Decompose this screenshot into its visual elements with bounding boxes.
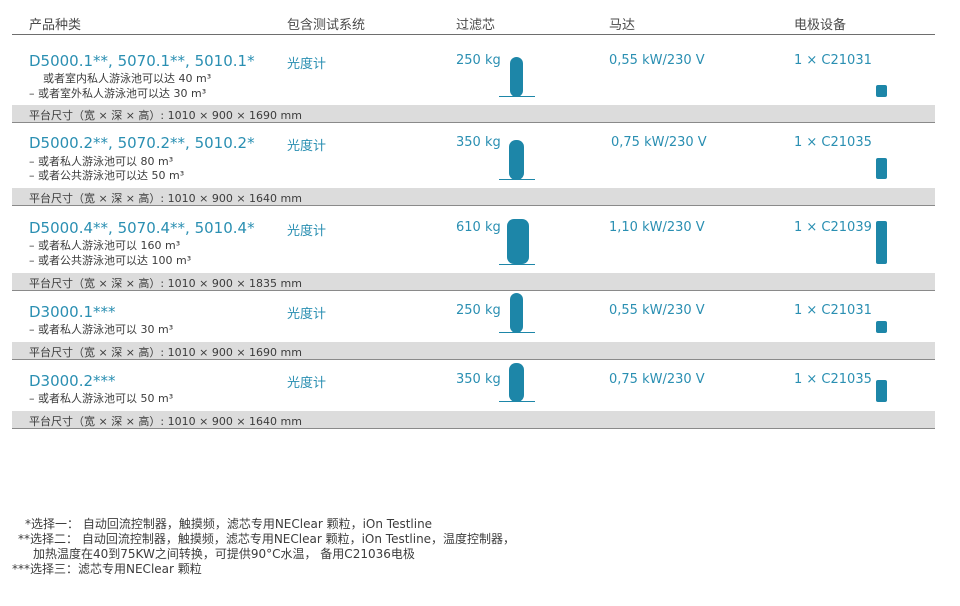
- dimensions-text: 平台尺寸（宽 × 深 × 高）: 1010 × 900 × 1640 mm: [29, 415, 302, 428]
- header-electrode: 电极设备: [794, 18, 847, 33]
- footnote-option-2-cont: 加热温度在40到75KW之间转换，可提供90°C水温， 备用C21036电极: [33, 547, 415, 561]
- electrode-model: 1 × C21031: [794, 53, 872, 68]
- measuring-system: 光度计: [287, 307, 327, 322]
- dimensions-text: 平台尺寸（宽 × 深 × 高）: 1010 × 900 × 1640 mm: [29, 192, 302, 205]
- electrode-cell-icon: [876, 321, 887, 333]
- model-name: D3000.2***: [29, 372, 116, 390]
- capacity-note: – 或者私人游泳池可以 30 m³: [29, 323, 174, 336]
- pump-power: 0,75 kW/230 V: [611, 135, 707, 150]
- electrode-cell-icon: [876, 85, 887, 97]
- pump-power: 0,55 kW/230 V: [609, 303, 705, 318]
- dimensions-band: 平台尺寸（宽 × 深 × 高）: 1010 × 900 × 1835 mm: [12, 273, 935, 290]
- row-divider: [12, 205, 935, 206]
- capacity-note: – 或者私人游泳池可以 80 m³: [29, 155, 174, 168]
- measuring-system: 光度计: [287, 376, 327, 391]
- pump-power: 0,55 kW/230 V: [609, 53, 705, 68]
- filter-tank-icon: [510, 57, 523, 97]
- header-filter: 过滤芯: [456, 18, 496, 33]
- filter-tank-icon: [509, 140, 524, 180]
- electrode-cell-icon: [876, 158, 887, 179]
- filter-tank-icon: [507, 219, 529, 264]
- product-row-1: D5000.1**, 5070.1**, 5010.1* 或者室内私人游泳池可以…: [12, 35, 935, 124]
- row-divider: [12, 359, 935, 360]
- row-divider: [12, 290, 935, 291]
- dimensions-text: 平台尺寸（宽 × 深 × 高）: 1010 × 900 × 1690 mm: [29, 109, 302, 122]
- capacity-note: – 或者公共游泳池可以达 50 m³: [29, 169, 185, 182]
- electrode-cell-icon: [876, 380, 887, 402]
- dimensions-band: 平台尺寸（宽 × 深 × 高）: 1010 × 900 × 1640 mm: [12, 188, 935, 205]
- dimensions-band: 平台尺寸（宽 × 深 × 高）: 1010 × 900 × 1690 mm: [12, 342, 935, 359]
- model-name: D5000.1**, 5070.1**, 5010.1*: [29, 52, 255, 70]
- filter-weight: 250 kg: [456, 303, 501, 318]
- row-divider: [12, 428, 935, 429]
- electrode-model: 1 × C21035: [794, 372, 872, 387]
- measuring-system: 光度计: [287, 57, 327, 72]
- product-row-5: D3000.2*** – 或者私人游泳池可以 50 m³ 光度计 350 kg …: [12, 360, 935, 430]
- row-divider: [12, 122, 935, 123]
- footnote-option-3: ***选择三：滤芯专用NEClear 颗粒: [12, 562, 202, 576]
- header-pump: 马达: [609, 18, 636, 33]
- product-row-2: D5000.2**, 5070.2**, 5010.2* – 或者私人游泳池可以…: [12, 124, 935, 206]
- measuring-system: 光度计: [287, 139, 327, 154]
- model-name: D5000.4**, 5070.4**, 5010.4*: [29, 219, 255, 237]
- filter-weight: 250 kg: [456, 53, 501, 68]
- measuring-system: 光度计: [287, 224, 327, 239]
- filter-tank-icon: [509, 363, 524, 402]
- footnote-option-2: **选择二： 自动回流控制器，触摸频，滤芯专用NEClear 颗粒，iOn Te…: [18, 532, 516, 546]
- capacity-note: – 或者私人游泳池可以 50 m³: [29, 392, 174, 405]
- electrode-model: 1 × C21031: [794, 303, 872, 318]
- capacity-note: – 或者公共游泳池可以达 100 m³: [29, 254, 192, 267]
- tank-base-line: [499, 332, 535, 333]
- tank-base-line: [499, 264, 535, 265]
- footnote-option-1: *选择一： 自动回流控制器，触摸频，滤芯专用NEClear 颗粒，iOn Tes…: [25, 517, 433, 531]
- filter-tank-icon: [510, 293, 523, 333]
- dimensions-band: 平台尺寸（宽 × 深 × 高）: 1010 × 900 × 1640 mm: [12, 411, 935, 428]
- product-row-4: D3000.1*** – 或者私人游泳池可以 30 m³ 光度计 250 kg …: [12, 291, 935, 360]
- tank-base-line: [499, 179, 535, 180]
- capacity-note: – 或者私人游泳池可以 160 m³: [29, 239, 181, 252]
- tank-base-line: [499, 401, 535, 402]
- dimensions-text: 平台尺寸（宽 × 深 × 高）: 1010 × 900 × 1835 mm: [29, 277, 302, 290]
- capacity-note: – 或者室外私人游泳池可以达 30 m³: [29, 87, 207, 100]
- capacity-note: 或者室内私人游泳池可以达 40 m³: [43, 72, 212, 85]
- dimensions-band: 平台尺寸（宽 × 深 × 高）: 1010 × 900 × 1690 mm: [12, 105, 935, 122]
- pump-power: 1,10 kW/230 V: [609, 220, 705, 235]
- electrode-cell-icon: [876, 221, 887, 264]
- pump-power: 0,75 kW/230 V: [609, 372, 705, 387]
- tank-base-line: [499, 96, 535, 97]
- product-row-3: D5000.4**, 5070.4**, 5010.4* – 或者私人游泳池可以…: [12, 206, 935, 291]
- electrode-model: 1 × C21035: [794, 135, 872, 150]
- model-name: D5000.2**, 5070.2**, 5010.2*: [29, 134, 255, 152]
- header-measuring: 包含测试系统: [287, 18, 366, 33]
- dimensions-text: 平台尺寸（宽 × 深 × 高）: 1010 × 900 × 1690 mm: [29, 346, 302, 359]
- electrode-model: 1 × C21039: [794, 220, 872, 235]
- filter-weight: 350 kg: [456, 135, 501, 150]
- model-name: D3000.1***: [29, 303, 116, 321]
- header-divider: [12, 34, 935, 35]
- filter-weight: 350 kg: [456, 372, 501, 387]
- header-product: 产品种类: [29, 18, 82, 33]
- filter-weight: 610 kg: [456, 220, 501, 235]
